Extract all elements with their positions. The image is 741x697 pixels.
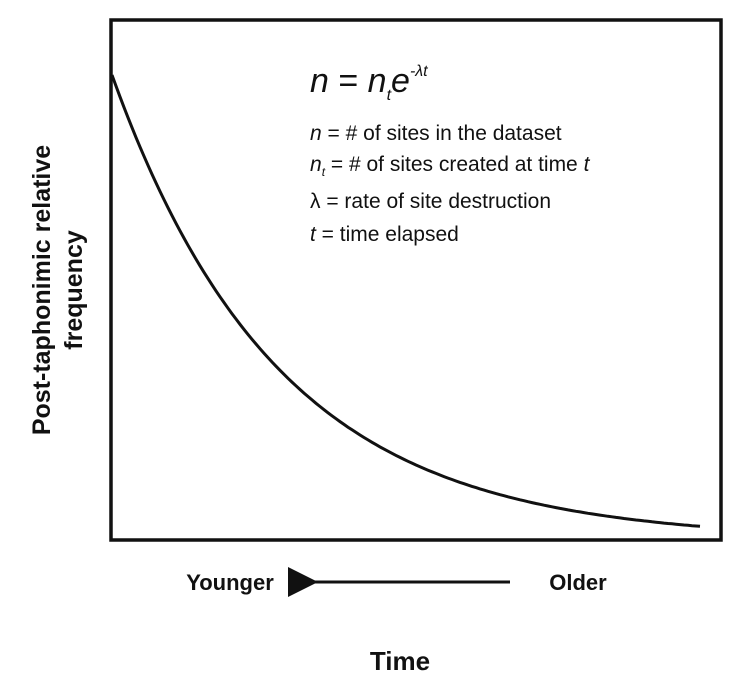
x-left-label: Younger (186, 570, 274, 595)
decay-curve (110, 74, 701, 528)
def-symbol: n (310, 153, 322, 176)
definition: t = time elapsed (310, 223, 459, 246)
definition: n = # of sites in the dataset (310, 122, 562, 145)
def-sub: t (322, 165, 326, 179)
formula-sub: t (387, 87, 392, 104)
def-symbol: t (310, 223, 317, 246)
def-text: = # of sites created at time (325, 153, 584, 176)
formula-e: e (391, 62, 410, 100)
x-axis-label: Time (370, 646, 430, 676)
formula: n = nte-λt (310, 62, 428, 104)
definition: nt = # of sites created at time t (310, 153, 591, 179)
y-axis-label: Post-taphonimic relative (28, 145, 56, 435)
plot-frame (109, 18, 723, 542)
y-axis-label: frequency (60, 230, 88, 350)
def-text: = # of sites in the dataset (322, 122, 562, 145)
def-symbol: n (310, 122, 322, 145)
def-symbol: λ (310, 190, 321, 213)
def-text: = rate of site destruction (321, 190, 552, 213)
definition: λ = rate of site destruction (310, 190, 551, 213)
formula-exponent: -λt (410, 63, 428, 80)
formula-equals: = (329, 62, 368, 100)
x-right-label: Older (549, 570, 607, 595)
def-text: = time elapsed (316, 223, 459, 246)
formula-base: n (368, 62, 387, 100)
def-trailing: t (584, 153, 591, 176)
formula-lhs: n (310, 62, 329, 100)
